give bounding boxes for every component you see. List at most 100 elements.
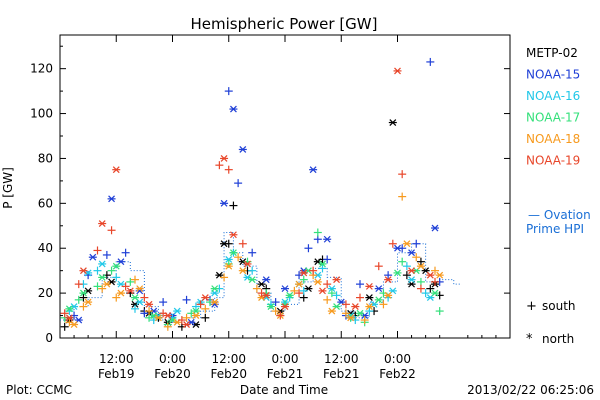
marker-south — [252, 284, 261, 293]
marker-south — [398, 192, 407, 201]
marker-north — [191, 312, 200, 319]
marker-north — [173, 307, 182, 315]
marker-south — [299, 293, 308, 302]
marker-south — [107, 266, 116, 275]
marker-north — [323, 235, 332, 243]
marker-south — [107, 226, 116, 235]
x-tick-label-date: Feb22 — [379, 367, 416, 381]
marker-north — [407, 276, 416, 284]
marker-north — [220, 199, 229, 207]
marker-south — [60, 309, 69, 318]
marker-south — [374, 262, 383, 271]
marker-south — [304, 244, 313, 253]
y-tick-label: 0 — [45, 331, 53, 345]
marker-south — [398, 257, 407, 266]
y-tick-labels: 0 20 40 60 80 100 120 — [30, 62, 53, 345]
marker-south — [224, 87, 233, 96]
marker-north — [346, 314, 355, 322]
y-tick-label: 20 — [38, 286, 53, 300]
marker-south — [318, 264, 327, 273]
marker-north — [70, 321, 79, 328]
marker-south — [271, 307, 280, 316]
marker-north — [182, 321, 191, 328]
marker-north — [220, 155, 229, 162]
marker-south — [121, 248, 130, 257]
marker-north — [416, 262, 425, 270]
marker-north — [112, 166, 121, 174]
marker-north — [238, 146, 247, 153]
marker-south — [412, 239, 421, 248]
marker-north — [262, 291, 271, 299]
marker-north — [393, 67, 402, 75]
x-tick-labels: 12:00Feb190:00Feb2012:00Feb200:00Feb2112… — [98, 352, 416, 381]
ovation-prime-hpi-line — [60, 232, 462, 323]
marker-south — [332, 291, 341, 300]
marker-north — [374, 296, 383, 304]
marker-north — [318, 287, 327, 295]
marker-north — [313, 278, 322, 286]
marker-north — [384, 276, 393, 284]
marker-north — [285, 291, 294, 299]
marker-south — [431, 266, 439, 275]
marker-north — [98, 260, 107, 268]
x-axis-label: Date and Time — [240, 383, 328, 397]
marker-north — [224, 256, 233, 263]
marker-north — [102, 280, 111, 288]
marker-north — [248, 276, 257, 284]
marker-south — [224, 165, 233, 174]
legend-entry: NOAA-16 — [526, 89, 580, 103]
marker-south — [271, 298, 280, 307]
marker-north — [107, 195, 116, 203]
marker-south — [379, 300, 388, 309]
marker-south — [93, 282, 102, 291]
marker-south — [356, 280, 364, 289]
marker-south — [248, 266, 257, 275]
x-tick-label-date: Feb20 — [210, 367, 247, 381]
marker-south — [163, 322, 172, 331]
marker-north — [84, 298, 93, 306]
marker-south — [412, 253, 421, 262]
marker-north — [435, 271, 444, 279]
marker-south — [365, 307, 374, 316]
marker-north — [98, 220, 107, 227]
legend-south-label: south — [542, 299, 576, 313]
marker-north — [88, 253, 97, 261]
marker-south — [112, 273, 121, 282]
marker-north — [393, 244, 402, 252]
marker-south — [398, 170, 407, 179]
x-tick-label-time: 0:00 — [272, 352, 299, 366]
data-markers — [60, 57, 444, 331]
marker-south — [79, 293, 88, 302]
marker-south — [313, 235, 322, 244]
marker-north — [79, 267, 88, 275]
marker-south — [323, 295, 332, 304]
marker-south — [426, 57, 435, 66]
x-tick-label-time: 12:00 — [324, 352, 359, 366]
marker-south — [201, 304, 210, 313]
footer-timestamp: 2013/02/22 06:25:06 — [467, 383, 594, 397]
marker-south — [234, 179, 243, 188]
y-tick-label: 80 — [38, 151, 53, 165]
marker-south — [276, 311, 285, 320]
marker-north — [295, 280, 304, 288]
x-tick-label-date: Feb21 — [267, 367, 304, 381]
marker-north — [116, 289, 125, 297]
marker-south — [248, 248, 257, 257]
marker-south — [121, 282, 130, 291]
legend-entry: NOAA-15 — [526, 68, 580, 82]
marker-south — [421, 289, 430, 298]
marker-north — [374, 285, 383, 293]
marker-south — [234, 253, 243, 262]
marker-north — [220, 240, 229, 248]
y-tick-label: 60 — [38, 196, 53, 210]
marker-north — [365, 294, 374, 302]
legend-ovation-line2: Prime HPI — [526, 222, 584, 236]
marker-south — [309, 266, 318, 275]
marker-north — [365, 303, 374, 311]
marker-south — [402, 271, 411, 280]
marker-south — [402, 262, 411, 271]
marker-north — [384, 291, 393, 299]
marker-north — [309, 166, 318, 174]
marker-south — [299, 286, 308, 295]
marker-north — [426, 271, 435, 279]
